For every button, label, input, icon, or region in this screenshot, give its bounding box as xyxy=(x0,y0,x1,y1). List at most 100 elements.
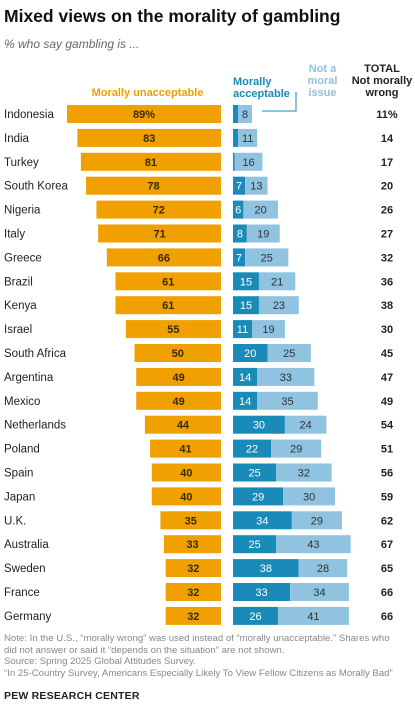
country-label: Sweden xyxy=(4,563,46,575)
note-line: Source: Spring 2025 Global Attitudes Sur… xyxy=(4,656,196,667)
value-morally-acceptable: 38 xyxy=(260,563,272,575)
value-total-not-morally-wrong: 66 xyxy=(381,611,393,623)
value-morally-unacceptable: 71 xyxy=(153,229,165,241)
country-label: Indonesia xyxy=(4,109,54,121)
country-label: Greece xyxy=(4,252,42,264)
value-morally-acceptable: 7 xyxy=(236,181,242,193)
value-morally-acceptable: 7 xyxy=(236,252,242,264)
value-morally-acceptable: 15 xyxy=(240,276,252,288)
country-label: South Africa xyxy=(4,348,67,360)
country-label: Netherlands xyxy=(4,420,66,432)
value-morally-unacceptable: 55 xyxy=(167,324,179,336)
bar-not-a-moral-issue xyxy=(258,272,296,291)
value-morally-unacceptable: 32 xyxy=(187,587,199,599)
country-label: Poland xyxy=(4,444,40,456)
value-not-a-moral-issue: 25 xyxy=(261,252,273,264)
country-label: Kenya xyxy=(4,300,37,312)
bar-morally-acceptable xyxy=(233,367,258,386)
bar-morally-acceptable xyxy=(233,176,246,195)
value-not-a-moral-issue: 33 xyxy=(280,372,292,384)
bar-morally-acceptable xyxy=(233,105,239,123)
value-morally-acceptable: 11 xyxy=(237,324,248,336)
value-morally-unacceptable: 49 xyxy=(172,372,184,384)
value-not-a-moral-issue: 21 xyxy=(271,276,283,288)
value-total-not-morally-wrong: 54 xyxy=(381,420,394,432)
bar-morally-acceptable xyxy=(233,200,244,219)
country-label: Turkey xyxy=(4,157,39,169)
bar-morally-acceptable xyxy=(233,559,299,578)
country-label: Mexico xyxy=(4,396,40,408)
value-total-not-morally-wrong: 49 xyxy=(381,396,393,408)
value-morally-acceptable: 25 xyxy=(249,468,261,480)
bar-morally-acceptable xyxy=(233,487,284,506)
value-morally-unacceptable: 78 xyxy=(147,181,159,193)
country-label: Australia xyxy=(4,539,49,551)
value-total-not-morally-wrong: 26 xyxy=(381,205,393,217)
value-not-a-moral-issue: 29 xyxy=(311,515,323,527)
bar-not-a-moral-issue xyxy=(246,224,280,243)
value-not-a-moral-issue: 8 xyxy=(242,109,248,121)
value-morally-unacceptable: 72 xyxy=(153,205,165,217)
chart-title: Mixed views on the morality of gambling xyxy=(4,6,341,26)
bar-morally-unacceptable xyxy=(106,248,221,267)
bar-not-a-moral-issue xyxy=(271,439,322,458)
bar-not-a-moral-issue xyxy=(283,487,336,506)
value-morally-acceptable: 6 xyxy=(235,205,241,217)
bar-morally-unacceptable xyxy=(67,105,221,123)
bar-not-a-moral-issue xyxy=(284,415,327,434)
bar-not-a-moral-issue xyxy=(277,606,349,625)
bar-not-a-moral-issue xyxy=(245,248,289,267)
bar-morally-unacceptable xyxy=(144,415,221,434)
value-not-a-moral-issue: 16 xyxy=(242,157,254,169)
note-line: “In 25-Country Survey, Americans Especia… xyxy=(4,667,393,679)
header-connector-line xyxy=(262,92,297,112)
bar-morally-unacceptable xyxy=(165,559,221,578)
bar-not-a-moral-issue xyxy=(276,463,332,482)
bar-morally-unacceptable xyxy=(115,296,221,315)
value-total-not-morally-wrong: 51 xyxy=(381,444,393,456)
value-morally-unacceptable: 81 xyxy=(145,157,157,169)
bar-morally-acceptable xyxy=(233,152,235,171)
bar-not-a-moral-issue xyxy=(245,176,268,195)
value-not-a-moral-issue: 23 xyxy=(273,300,285,312)
value-not-a-moral-issue: 43 xyxy=(307,539,319,551)
value-morally-unacceptable: 41 xyxy=(179,444,191,456)
bar-morally-acceptable xyxy=(233,224,247,243)
note-line: did not answer or said it “depends on th… xyxy=(4,644,285,656)
value-total-not-morally-wrong: 20 xyxy=(381,181,393,193)
bar-morally-unacceptable xyxy=(151,487,221,506)
header-not-a-moral-issue: Not a moral issue xyxy=(307,63,338,99)
value-morally-acceptable: 34 xyxy=(256,515,268,527)
bar-morally-acceptable xyxy=(233,535,277,554)
value-not-a-moral-issue: 28 xyxy=(317,563,329,575)
country-label: Argentina xyxy=(4,372,54,384)
bar-not-a-moral-issue xyxy=(291,511,342,530)
value-total-not-morally-wrong: 36 xyxy=(381,276,393,288)
bar-morally-unacceptable xyxy=(96,200,221,219)
bar-not-a-moral-issue xyxy=(276,535,351,554)
value-total-not-morally-wrong: 17 xyxy=(381,157,393,169)
bar-morally-acceptable xyxy=(233,511,292,530)
value-morally-unacceptable: 40 xyxy=(180,491,192,503)
value-total-not-morally-wrong: 62 xyxy=(381,515,393,527)
value-not-a-moral-issue: 19 xyxy=(262,324,274,336)
bar-morally-unacceptable xyxy=(160,511,221,530)
value-not-a-moral-issue: 19 xyxy=(257,229,269,241)
bar-morally-unacceptable xyxy=(163,535,221,554)
value-morally-acceptable: 15 xyxy=(240,300,252,312)
value-total-not-morally-wrong: 27 xyxy=(381,229,393,241)
value-total-not-morally-wrong: 67 xyxy=(381,539,393,551)
value-morally-unacceptable: 33 xyxy=(186,539,198,551)
value-morally-unacceptable: 35 xyxy=(185,515,197,527)
value-not-a-moral-issue: 24 xyxy=(300,420,312,432)
bar-morally-unacceptable xyxy=(151,463,221,482)
value-total-not-morally-wrong: 56 xyxy=(381,468,393,480)
bar-morally-acceptable xyxy=(233,583,291,601)
country-label: Nigeria xyxy=(4,205,41,217)
bar-morally-unacceptable xyxy=(115,272,221,291)
bar-morally-unacceptable xyxy=(77,128,221,147)
bar-morally-unacceptable xyxy=(165,583,221,601)
value-morally-acceptable: 29 xyxy=(252,491,264,503)
value-total-not-morally-wrong: 32 xyxy=(381,252,393,264)
header-morally-unacceptable: Morally unacceptable xyxy=(91,87,204,99)
